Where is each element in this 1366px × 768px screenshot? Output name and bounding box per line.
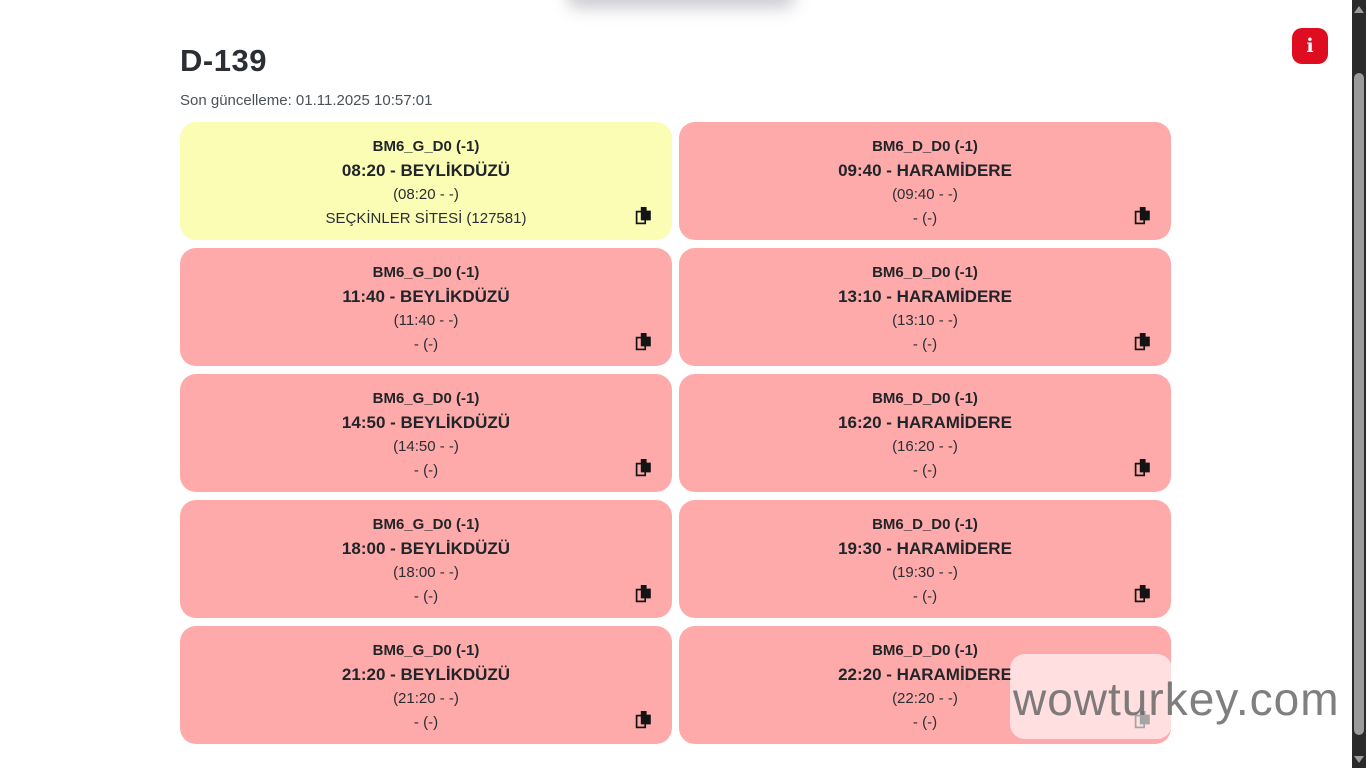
card-stop: - (-) <box>912 462 938 479</box>
card-stop: - (-) <box>413 588 439 605</box>
card-route-code: BM6_G_D0 (-1) <box>372 516 480 533</box>
scrollbar[interactable] <box>1352 0 1366 768</box>
card-time-window: (14:50 - -) <box>393 438 459 455</box>
card-time-destination: 08:20 - BEYLİKDÜZÜ <box>341 161 511 180</box>
scroll-down-arrow[interactable] <box>1352 752 1366 766</box>
card-time-window: (16:20 - -) <box>892 438 958 455</box>
card-time-destination: 09:40 - HARAMİDERE <box>838 161 1012 180</box>
card-stop: - (-) <box>413 336 439 353</box>
card-route-code: BM6_G_D0 (-1) <box>372 642 480 659</box>
copy-icon[interactable] <box>1134 332 1151 351</box>
card-stop: - (-) <box>413 714 439 731</box>
card-time-destination: 19:30 - HARAMİDERE <box>838 539 1012 558</box>
card-time-destination: 21:20 - BEYLİKDÜZÜ <box>341 665 511 684</box>
info-icon: i <box>1306 34 1314 57</box>
card-route-code: BM6_D_D0 (-1) <box>872 390 978 407</box>
copy-icon[interactable] <box>635 584 652 603</box>
departure-card: BM6_G_D0 (-1) 21:20 - BEYLİKDÜZÜ (21:20 … <box>180 626 672 744</box>
page-title: D-139 <box>180 42 267 78</box>
card-route-code: BM6_D_D0 (-1) <box>872 264 978 281</box>
copy-icon[interactable] <box>635 206 652 225</box>
departure-card: BM6_G_D0 (-1) 08:20 - BEYLİKDÜZÜ (08:20 … <box>180 122 672 240</box>
card-time-window: (13:10 - -) <box>892 312 958 329</box>
card-route-code: BM6_G_D0 (-1) <box>372 264 480 281</box>
card-route-code: BM6_D_D0 (-1) <box>872 642 978 659</box>
scroll-up-arrow[interactable] <box>1352 2 1366 16</box>
card-time-window: (21:20 - -) <box>393 690 459 707</box>
departure-grid: BM6_G_D0 (-1) 08:20 - BEYLİKDÜZÜ (08:20 … <box>180 122 1171 744</box>
card-time-window: (08:20 - -) <box>393 186 459 203</box>
card-stop: - (-) <box>413 462 439 479</box>
card-route-code: BM6_D_D0 (-1) <box>872 516 978 533</box>
card-stop: - (-) <box>912 210 938 227</box>
watermark-overlay-box <box>1010 654 1172 739</box>
departure-card: BM6_D_D0 (-1) 13:10 - HARAMİDERE (13:10 … <box>679 248 1171 366</box>
copy-icon[interactable] <box>635 710 652 729</box>
scrollbar-thumb[interactable] <box>1354 73 1364 735</box>
copy-icon[interactable] <box>635 332 652 351</box>
departure-card: BM6_D_D0 (-1) 19:30 - HARAMİDERE (19:30 … <box>679 500 1171 618</box>
card-time-destination: 11:40 - BEYLİKDÜZÜ <box>342 287 510 306</box>
card-time-window: (19:30 - -) <box>892 564 958 581</box>
card-time-destination: 13:10 - HARAMİDERE <box>838 287 1012 306</box>
departure-card: BM6_G_D0 (-1) 14:50 - BEYLİKDÜZÜ (14:50 … <box>180 374 672 492</box>
card-stop: - (-) <box>912 336 938 353</box>
card-time-window: (18:00 - -) <box>393 564 459 581</box>
last-update-text: Son güncelleme: 01.11.2025 10:57:01 <box>180 92 433 109</box>
departure-card: BM6_G_D0 (-1) 11:40 - BEYLİKDÜZÜ (11:40 … <box>180 248 672 366</box>
copy-icon[interactable] <box>1134 206 1151 225</box>
copy-icon[interactable] <box>1134 458 1151 477</box>
departure-card: BM6_D_D0 (-1) 09:40 - HARAMİDERE (09:40 … <box>679 122 1171 240</box>
card-time-destination: 14:50 - BEYLİKDÜZÜ <box>341 413 511 432</box>
card-time-destination: 16:20 - HARAMİDERE <box>838 413 1012 432</box>
card-time-destination: 22:20 - HARAMİDERE <box>838 665 1012 684</box>
card-stop: SEÇKİNLER SİTESİ (127581) <box>325 210 527 227</box>
card-stop: - (-) <box>912 588 938 605</box>
card-time-window: (09:40 - -) <box>892 186 958 203</box>
card-route-code: BM6_G_D0 (-1) <box>372 390 480 407</box>
info-button[interactable]: i <box>1292 28 1328 64</box>
card-route-code: BM6_D_D0 (-1) <box>872 138 978 155</box>
departure-card: BM6_D_D0 (-1) 16:20 - HARAMİDERE (16:20 … <box>679 374 1171 492</box>
card-time-window: (22:20 - -) <box>892 690 958 707</box>
card-time-destination: 18:00 - BEYLİKDÜZÜ <box>341 539 511 558</box>
card-time-window: (11:40 - -) <box>393 312 459 329</box>
copy-icon[interactable] <box>1134 584 1151 603</box>
card-route-code: BM6_G_D0 (-1) <box>372 138 480 155</box>
copy-icon[interactable] <box>635 458 652 477</box>
card-stop: - (-) <box>912 714 938 731</box>
departure-card: BM6_G_D0 (-1) 18:00 - BEYLİKDÜZÜ (18:00 … <box>180 500 672 618</box>
